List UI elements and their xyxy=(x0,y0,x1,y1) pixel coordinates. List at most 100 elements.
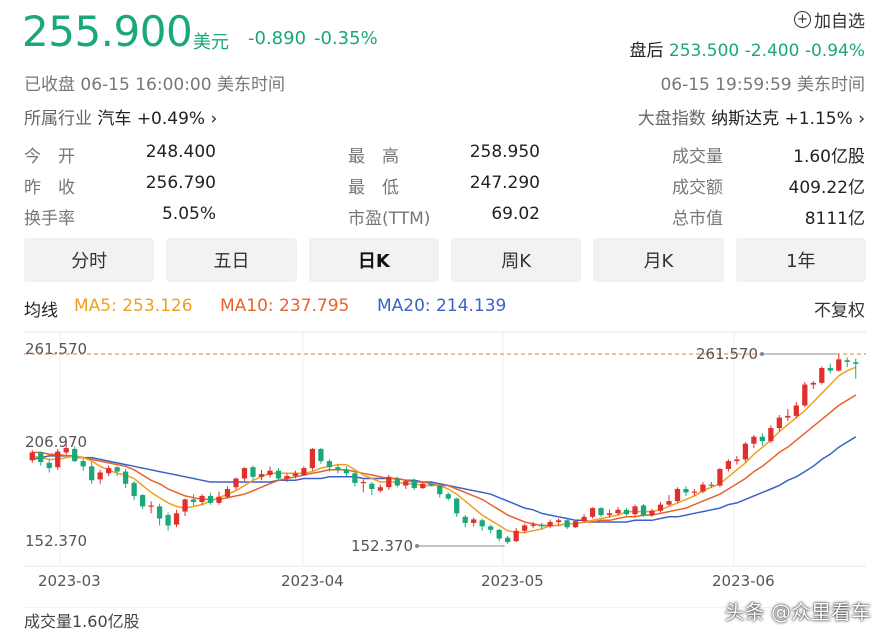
candle-body xyxy=(759,436,765,442)
candle-body xyxy=(589,508,596,517)
afterhours-price: 253.500 xyxy=(668,41,740,61)
low-value: 247.290 xyxy=(469,173,540,193)
candle-body xyxy=(173,513,180,525)
add-to-watchlist-button[interactable]: + 加自选 xyxy=(794,7,865,32)
volume-pane-label: 成交量1.60亿股 xyxy=(24,612,140,631)
tab-intraday[interactable]: 分时 xyxy=(24,238,155,282)
index-name: 纳斯达克 xyxy=(711,109,780,129)
index-change: +1.15% xyxy=(784,109,853,129)
candle-body xyxy=(326,461,333,468)
market-cap-value: 8111亿 xyxy=(804,209,865,229)
candle-body xyxy=(505,537,511,543)
timezone: 美东时间 xyxy=(216,75,285,95)
afterhours-label: 盘后 xyxy=(629,41,664,61)
candle-body xyxy=(725,461,732,469)
tab-weekly-k[interactable]: 周K xyxy=(450,238,582,282)
candlestick-chart[interactable]: 261.570 206.970 152.370 261.570 152.370 2023-… xyxy=(0,330,891,608)
candle-body xyxy=(776,417,782,429)
afterhours-timezone: 美东时间 xyxy=(797,75,865,95)
candle-body xyxy=(386,476,392,488)
price-change-percent: -0.35% xyxy=(314,28,378,49)
candle-body xyxy=(301,468,307,476)
candle-body xyxy=(233,478,239,488)
candle-body xyxy=(309,448,316,469)
candle-body xyxy=(241,468,248,479)
candle-body xyxy=(46,462,52,469)
candle-body xyxy=(284,475,290,479)
candle-body xyxy=(615,509,621,514)
afterhours-time: 06-15 19:59:59 美东时间 xyxy=(660,70,865,95)
candle-body xyxy=(258,474,265,477)
tab-five-day[interactable]: 五日 xyxy=(166,238,297,282)
candle-body xyxy=(555,520,562,523)
candle-body xyxy=(318,448,324,462)
candle-body xyxy=(335,467,341,470)
candle-body xyxy=(708,484,715,486)
ma10-legend: MA10: 237.795 xyxy=(220,296,350,316)
watermark-text: 头条 @众里看车 xyxy=(724,600,871,624)
candle-body xyxy=(131,482,137,496)
tab-daily-k[interactable]: 日K xyxy=(308,238,439,282)
open-label: 今 开 xyxy=(24,147,75,167)
x-axis-label: 2023-04 xyxy=(281,572,344,590)
candle-body xyxy=(802,384,808,406)
prev-close-label: 昨 收 xyxy=(24,178,75,198)
y-axis-label: 261.570 xyxy=(25,340,87,358)
tab-one-year[interactable]: 1年 xyxy=(735,238,866,282)
candle-body xyxy=(352,473,358,483)
candle-body xyxy=(97,472,103,480)
candle-body xyxy=(674,488,681,502)
high-label: 最 高 xyxy=(348,147,399,167)
industry-name: 汽车 xyxy=(97,109,132,129)
candle-body xyxy=(190,499,197,503)
market-cap-label: 总市值 xyxy=(672,209,723,229)
last-price: 255.900 xyxy=(22,7,193,56)
candle-body xyxy=(734,459,740,462)
ma5-line xyxy=(32,366,857,534)
high-value: 258.950 xyxy=(469,142,540,162)
candle-body xyxy=(522,525,528,531)
industry-change: +0.49% xyxy=(136,109,206,129)
candle-body xyxy=(742,443,749,460)
candle-body xyxy=(292,473,299,476)
add-to-watchlist-label: 加自选 xyxy=(814,12,865,32)
candle-body xyxy=(394,478,400,486)
tab-monthly-k[interactable]: 月K xyxy=(593,238,724,282)
candle-body xyxy=(649,510,655,516)
candle-body xyxy=(437,485,443,495)
candle-body xyxy=(38,452,44,462)
status-text: 已收盘 xyxy=(24,75,75,95)
candle-body xyxy=(250,467,256,477)
candle-body xyxy=(836,359,842,371)
candle-body xyxy=(72,448,78,462)
candle-body xyxy=(810,382,816,385)
candle-body xyxy=(581,516,587,522)
candle-body xyxy=(462,516,468,523)
candle-body xyxy=(530,524,536,526)
chevron-right-icon: › xyxy=(210,109,218,129)
market-index-link[interactable]: 大盘指数 纳斯达克 +1.15% › xyxy=(638,104,865,129)
candle-body xyxy=(369,483,375,489)
candle-body xyxy=(420,483,426,489)
turnover-label: 换手率 xyxy=(24,209,75,229)
index-label: 大盘指数 xyxy=(637,109,706,129)
ma5-legend: MA5: 253.126 xyxy=(74,296,193,316)
x-axis-label: 2023-03 xyxy=(38,572,101,590)
candle-body xyxy=(572,521,579,528)
candle-body xyxy=(139,495,146,507)
candle-body xyxy=(445,494,451,499)
candle-body xyxy=(29,452,35,461)
chevron-right-icon: › xyxy=(858,109,865,129)
x-axis-label: 2023-05 xyxy=(481,572,544,590)
ma-legend-label: 均线 xyxy=(24,301,58,321)
candle-body xyxy=(844,360,850,362)
candle-body xyxy=(657,504,664,511)
candle-body xyxy=(768,428,774,442)
industry-link[interactable]: 所属行业 汽车 +0.49% › xyxy=(24,104,217,129)
candle-body xyxy=(547,522,553,527)
min-marker-label: 152.370 xyxy=(351,537,413,555)
price-adjust-toggle[interactable]: 不复权 xyxy=(814,301,865,321)
candle-body xyxy=(216,496,222,503)
price-change: -0.890 xyxy=(248,28,307,49)
pe-label: 市盈(TTM) xyxy=(348,209,431,229)
